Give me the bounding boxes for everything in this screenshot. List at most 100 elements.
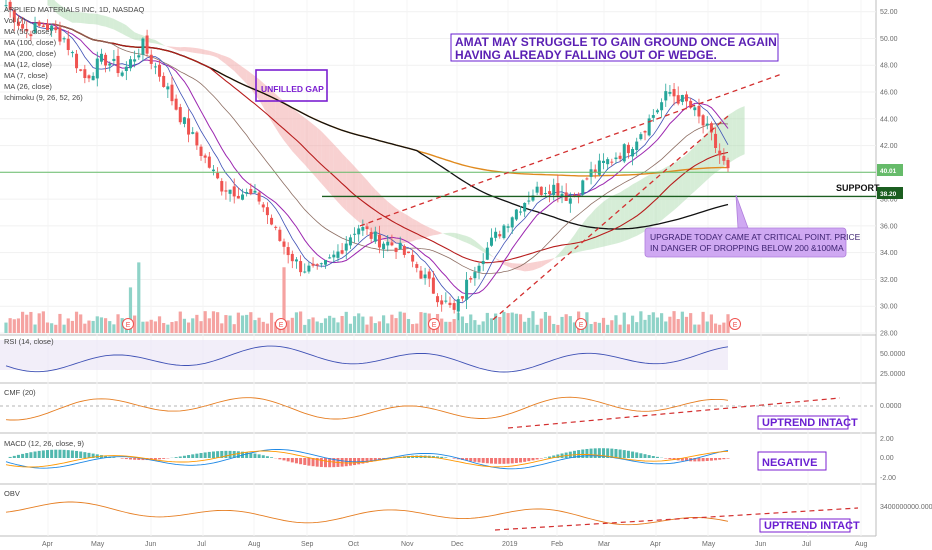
legend-ma26: MA (26, close) bbox=[4, 82, 52, 91]
cloud-segment bbox=[308, 121, 314, 175]
macd-bar bbox=[54, 449, 58, 458]
candle-body bbox=[75, 53, 79, 69]
candle-body bbox=[348, 237, 352, 246]
macd-bar bbox=[639, 453, 643, 458]
cloud-segment bbox=[661, 167, 666, 221]
cloud-segment bbox=[263, 82, 268, 115]
cloud-segment bbox=[68, 9, 73, 23]
macd-bar bbox=[651, 455, 655, 458]
volume-bar bbox=[444, 321, 448, 333]
macd-bar bbox=[377, 458, 381, 461]
cloud-segment bbox=[300, 114, 305, 165]
headline-annotation: AMAT MAY STRUGGLE TO GAIN GROUND ONCE AG… bbox=[450, 33, 779, 62]
volume-bar bbox=[473, 320, 477, 333]
macd-bar bbox=[489, 458, 493, 464]
candle-body bbox=[170, 84, 174, 102]
cloud-segment bbox=[304, 117, 309, 170]
legend-ichimoku: Ichimoku (9, 26, 52, 26) bbox=[4, 93, 83, 102]
volume-bar bbox=[547, 315, 552, 333]
unfilled-gap-label: UNFILLED GAP bbox=[261, 84, 324, 94]
headline-line2: HAVING ALREADY FALLING OUT OF WEDGE. bbox=[455, 48, 717, 62]
cloud-segment bbox=[736, 107, 741, 159]
macd-bar bbox=[357, 458, 361, 465]
cloud-segment bbox=[292, 108, 297, 156]
cloud-segment bbox=[333, 144, 338, 203]
candle-body bbox=[303, 271, 307, 273]
candle-body bbox=[622, 144, 626, 162]
volume-bar bbox=[149, 319, 153, 333]
cloud-segment bbox=[474, 240, 480, 250]
macd-bar bbox=[444, 457, 448, 458]
macd-bar bbox=[191, 454, 195, 458]
price-tick-label: 44.00 bbox=[880, 116, 898, 123]
unfilled-gap-annotation: UNFILLED GAP bbox=[255, 69, 328, 102]
volume-bar bbox=[722, 322, 726, 333]
candle-body bbox=[552, 184, 556, 196]
volume-bar bbox=[684, 316, 689, 333]
cmf-note: UPTREND INTACT bbox=[757, 415, 858, 430]
candle-body bbox=[336, 251, 340, 258]
volume-bar bbox=[585, 312, 589, 333]
macd-bar bbox=[556, 454, 560, 458]
candle-body bbox=[232, 186, 236, 197]
volume-bar bbox=[693, 324, 697, 333]
cloud-segment bbox=[732, 109, 737, 162]
cloud-segment bbox=[122, 23, 127, 36]
candle-body bbox=[502, 225, 506, 239]
cloud-segment bbox=[541, 260, 546, 268]
volume-bar bbox=[689, 313, 693, 333]
legend-ma12: MA (12, close) bbox=[4, 60, 52, 69]
volume-bar bbox=[4, 322, 8, 333]
cloud-segment bbox=[387, 201, 392, 244]
macd-bar bbox=[548, 456, 552, 458]
macd-bar bbox=[655, 456, 659, 458]
candle-body bbox=[643, 130, 647, 133]
candle-body bbox=[162, 75, 166, 87]
candle-body bbox=[498, 234, 502, 237]
macd-bar bbox=[195, 453, 199, 458]
month-label: 2019 bbox=[502, 541, 518, 548]
macd-bar bbox=[369, 458, 373, 462]
macd-bar bbox=[207, 451, 211, 458]
cloud-segment bbox=[649, 173, 654, 229]
macd-bar bbox=[680, 458, 684, 461]
earnings-marker bbox=[122, 318, 134, 330]
macd-bar bbox=[211, 451, 215, 458]
candle-body bbox=[245, 191, 249, 194]
cloud-segment bbox=[51, 0, 56, 13]
macd-bar bbox=[685, 458, 689, 462]
upgrade-line2: IN DANGER OF DROPPING BELOW 200 &100MA bbox=[650, 243, 844, 253]
candle-body bbox=[585, 178, 589, 180]
cloud-segment bbox=[80, 12, 85, 24]
macd-bar bbox=[120, 458, 124, 459]
candle-body bbox=[261, 204, 265, 208]
volume-bar bbox=[718, 324, 722, 333]
macd-bar bbox=[83, 452, 87, 458]
price-tick-label: 30.00 bbox=[880, 304, 898, 311]
volume-bar bbox=[527, 317, 531, 333]
cloud-segment bbox=[591, 209, 596, 250]
macd-bar bbox=[668, 458, 672, 460]
cloud-segment bbox=[703, 132, 708, 184]
macd-bar bbox=[299, 458, 303, 465]
volume-bar bbox=[232, 324, 236, 333]
cloud-segment bbox=[184, 47, 189, 52]
volume-bar bbox=[705, 321, 709, 333]
cloud-segment bbox=[674, 160, 679, 211]
earnings-marker bbox=[275, 318, 287, 330]
macd-bar bbox=[91, 453, 95, 458]
earnings-marker-label: E bbox=[126, 322, 131, 329]
candle-body bbox=[527, 200, 531, 202]
volume-bar bbox=[481, 321, 485, 333]
cloud-segment bbox=[151, 38, 156, 44]
candle-body bbox=[693, 107, 697, 111]
macd-note: NEGATIVE bbox=[757, 451, 827, 471]
cloud-segment bbox=[192, 47, 197, 54]
volume-bar bbox=[660, 313, 664, 333]
cloud-segment bbox=[167, 46, 172, 49]
volume-bar bbox=[261, 321, 265, 333]
volume-bar bbox=[423, 312, 427, 333]
volume-bar bbox=[390, 314, 394, 333]
cloud-segment bbox=[445, 232, 450, 236]
volume-bar bbox=[606, 324, 610, 333]
